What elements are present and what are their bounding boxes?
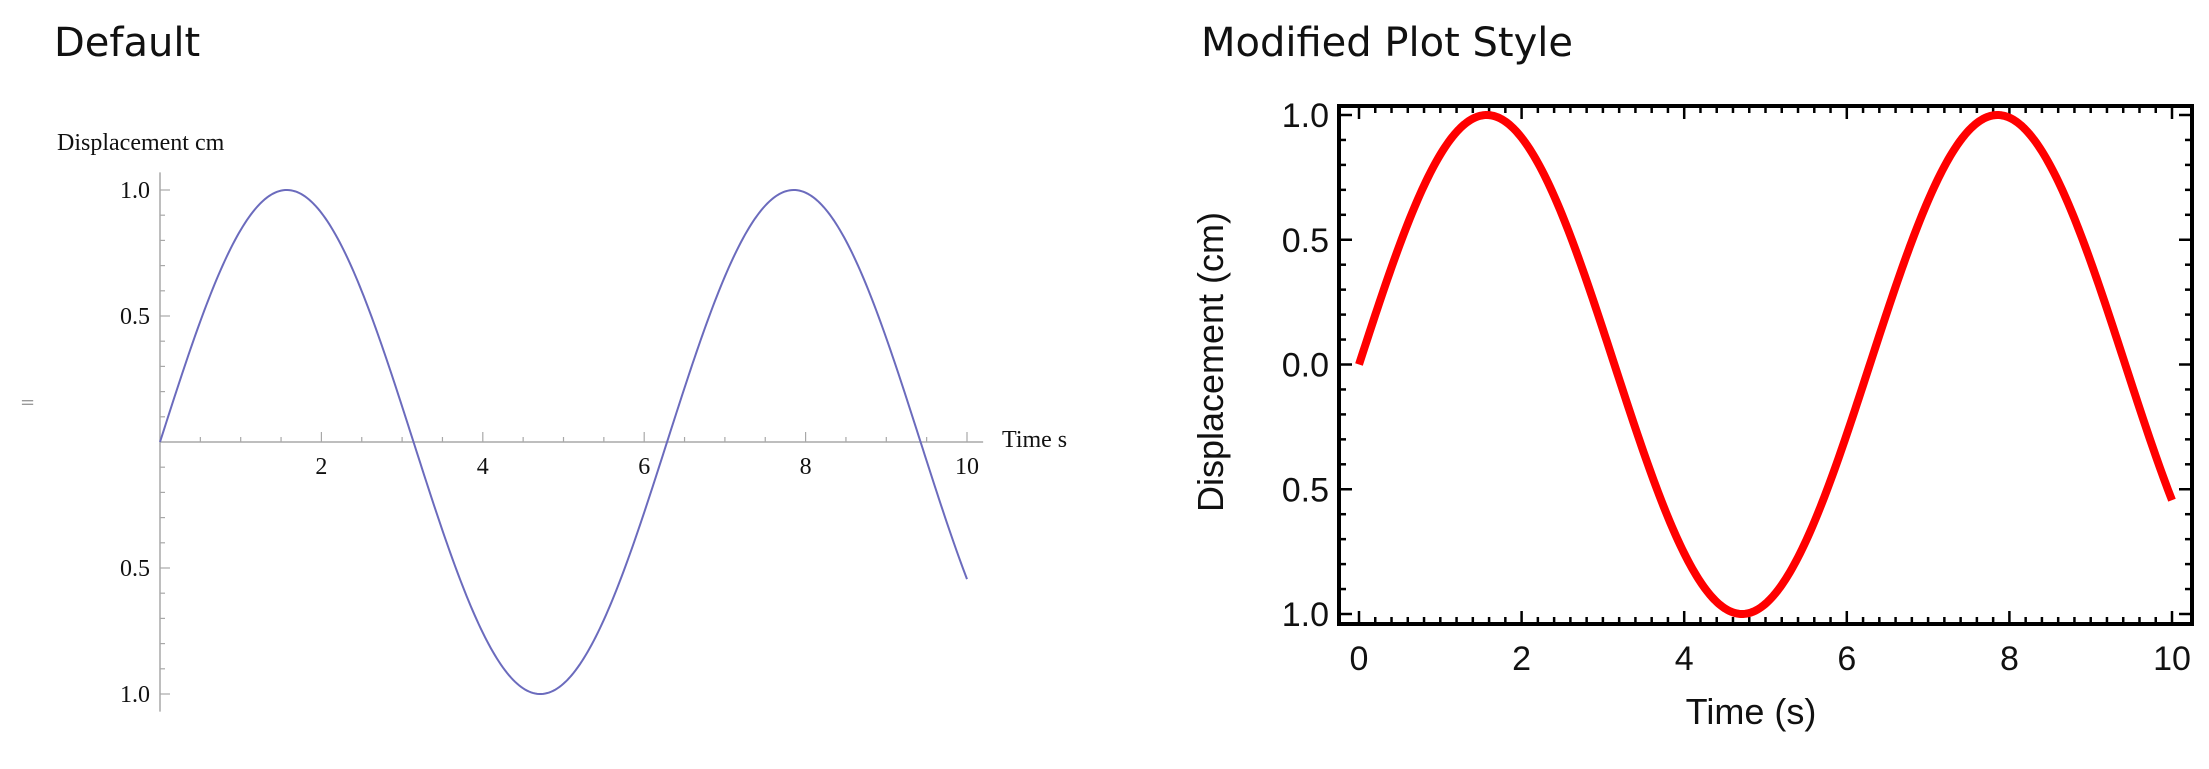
left-panel-title: Default [54,20,201,66]
x-tick-label: 8 [2000,640,2019,678]
tick-labels: 2 4 6 8 10 1.0 0.5 0.5 1.0 [120,178,979,708]
x-tick-label: 6 [1837,640,1856,678]
y-axis-label: Displacement (cm) [1190,212,1231,512]
x-tick-label: 0 [1350,640,1369,678]
series-line [159,188,968,695]
series-line [1355,111,2176,618]
x-tick-label: 10 [955,454,979,480]
x-axis-label: Time s [1002,427,1067,453]
y-tick-label: 1.0 [120,178,150,204]
y-tick-label: 0.0 [1282,347,1329,385]
tick-marks [1339,106,2192,624]
y-tick-label: 1.0 [1282,97,1329,135]
x-tick-label: 10 [2153,640,2191,678]
x-tick-label: 2 [315,454,327,480]
series [1355,111,2176,618]
y-tick-label: 1.0 [1282,596,1329,634]
tick-marks [160,189,968,695]
y-tick-label: 0.5 [1282,222,1329,260]
x-tick-label: 8 [800,454,812,480]
default-chart: Displacement cm Time s 2 4 6 8 10 1.0 0.5 0.5 1.… [57,130,1067,712]
modified-style-chart: Time (s) Displacement (cm) 0 2 4 6 8 10 1.0 0.5… [1190,97,2194,732]
plot-frame [1337,104,2194,626]
series [159,188,968,695]
x-tick-label: 2 [1512,640,1531,678]
y-tick-label: 1.0 [120,682,150,708]
x-tick-label: 4 [477,454,489,480]
y-tick-label: 0.5 [120,556,150,582]
x-axis-label: Time (s) [1686,691,1817,732]
y-axis-label: Displacement cm [57,130,225,156]
y-tick-label: 0.5 [1282,471,1329,509]
x-tick-label: 4 [1675,640,1694,678]
x-tick-label: 6 [638,454,650,480]
right-panel-title: Modified Plot Style [1201,20,1573,66]
axes [159,172,984,712]
plot-frame-border [1337,104,2194,626]
separator-glyph: = [20,392,36,413]
tick-labels: 0 2 4 6 8 10 1.0 0.5 0.0 0.5 1.0 [1282,97,2191,678]
y-tick-label: 0.5 [120,304,150,330]
